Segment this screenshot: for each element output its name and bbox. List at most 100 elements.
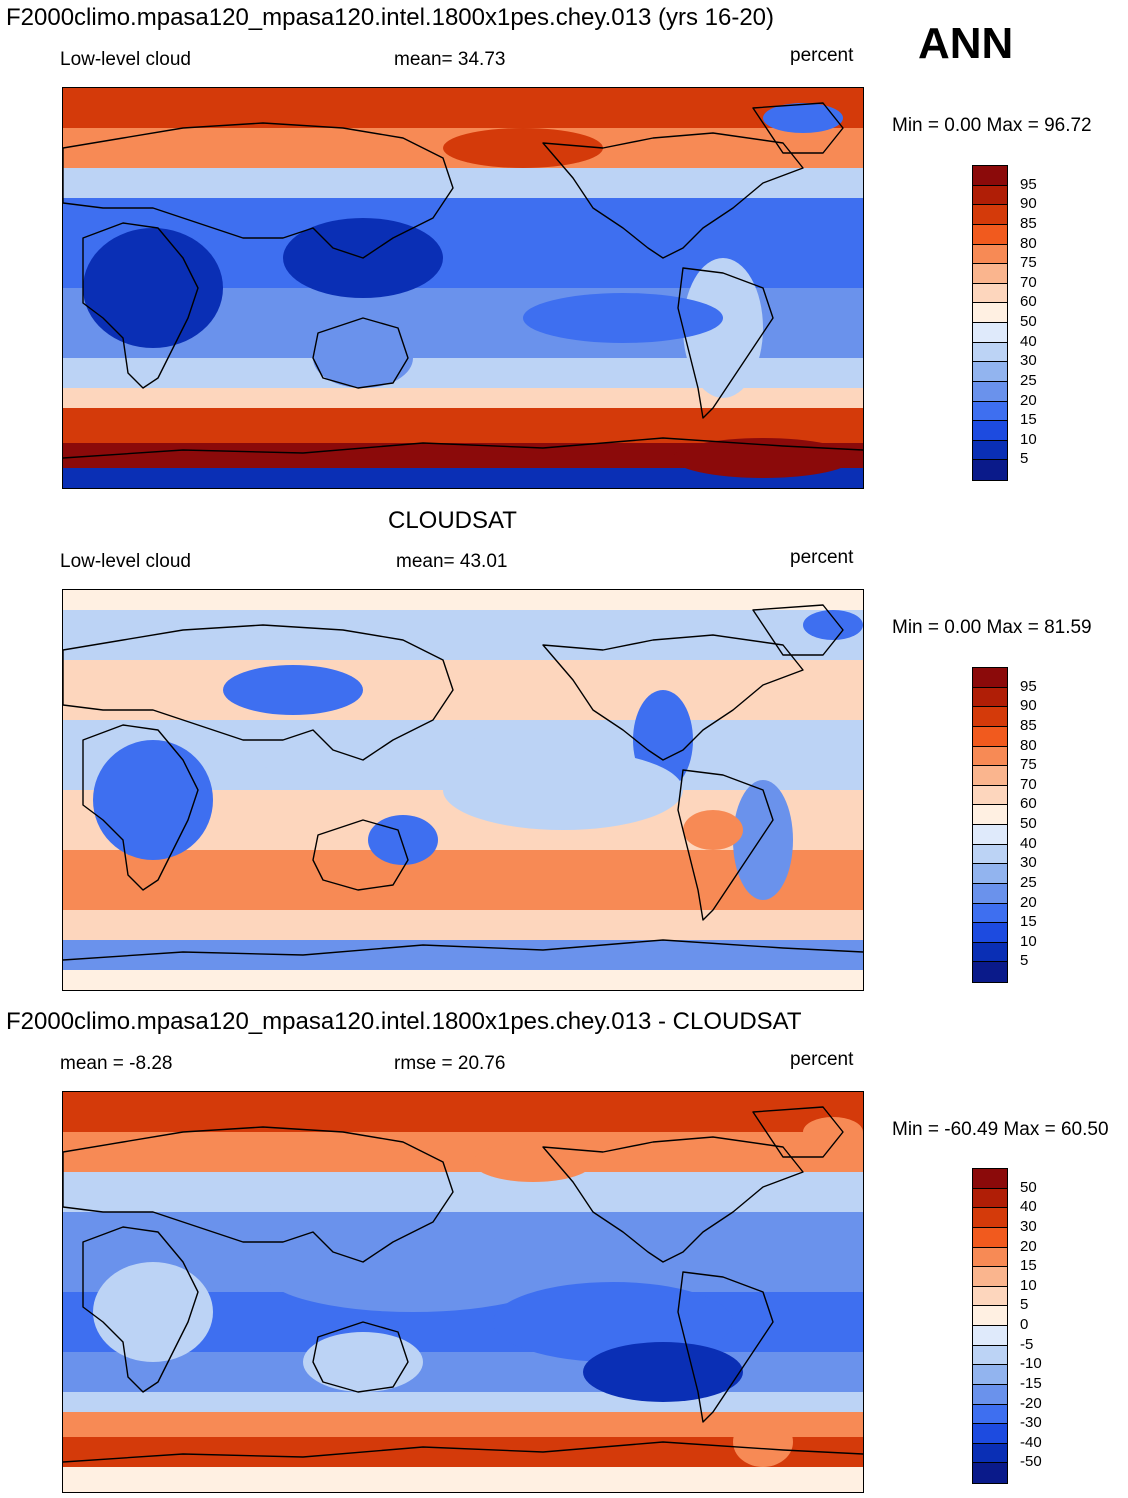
colorbar-tick-label: 30 (1020, 1217, 1037, 1235)
colorbar-swatch (973, 1247, 1007, 1268)
colorbar-swatch (973, 440, 1007, 461)
panel-3-title: F2000climo.mpasa120_mpasa120.intel.1800x… (6, 1008, 802, 1035)
coastline (312, 317, 409, 389)
panel-3-rmse-label: rmse = 20.76 (394, 1053, 506, 1074)
colorbar-swatch (973, 185, 1007, 206)
colorbar-swatch (973, 303, 1007, 323)
panel-1-title: F2000climo.mpasa120_mpasa120.intel.1800x… (6, 4, 775, 31)
colorbar-tick-label: 80 (1020, 736, 1037, 754)
colorbar-tick-label: -15 (1020, 1374, 1042, 1392)
colorbar-tick-label: 10 (1020, 430, 1037, 448)
colorbar-tick-label: 10 (1020, 1276, 1037, 1294)
colorbar-swatch (973, 1345, 1007, 1366)
colorbar-tick-label: 50 (1020, 1178, 1037, 1196)
colorbar-swatch (973, 1267, 1007, 1287)
colorbar-swatch (973, 1463, 1007, 1483)
colorbar-swatch (973, 1384, 1007, 1405)
colorbar-swatch (973, 844, 1007, 865)
coastline (63, 122, 454, 259)
colorbar-swatch (973, 362, 1007, 382)
colorbar-tick-label: 90 (1020, 195, 1037, 213)
colorbar-tick-label: 70 (1020, 775, 1037, 793)
colorbar-tick-label: 95 (1020, 175, 1037, 193)
panel-1-colorbar (972, 165, 1008, 481)
panel-1-units-label: percent (790, 45, 854, 66)
colorbar-tick-label: 75 (1020, 254, 1037, 272)
panel-3-map (62, 1091, 864, 1493)
colorbar-tick-label: 5 (1020, 952, 1029, 970)
colorbar-swatch (973, 342, 1007, 363)
coastline (677, 1271, 774, 1423)
colorbar-tick-label: 90 (1020, 697, 1037, 715)
panel-2-units-label: percent (790, 547, 854, 568)
colorbar-swatch (973, 766, 1007, 786)
colorbar-tick-label: 15 (1020, 411, 1037, 429)
coastline (752, 102, 844, 154)
colorbar-tick-label: -50 (1020, 1453, 1042, 1471)
panel-2-mean-label: mean= 43.01 (396, 551, 508, 572)
map-field (63, 590, 863, 990)
colorbar-tick-label: 50 (1020, 313, 1037, 330)
coastline (63, 1126, 454, 1263)
colorbar-swatch (973, 1227, 1007, 1248)
coastline (82, 1226, 199, 1393)
colorbar-swatch (973, 323, 1007, 343)
coastline (677, 769, 774, 921)
colorbar-swatch (973, 421, 1007, 441)
colorbar-tick-label: 20 (1020, 893, 1037, 911)
panel-1-variable-label: Low-level cloud (60, 49, 191, 70)
colorbar-swatch (973, 264, 1007, 284)
colorbar-swatch (973, 687, 1007, 708)
colorbar-tick-label: 40 (1020, 1198, 1037, 1216)
season-label: ANN (918, 19, 1014, 68)
colorbar-swatch (973, 903, 1007, 924)
coastline (82, 724, 199, 891)
colorbar-swatch (973, 1286, 1007, 1307)
coastline (63, 1441, 863, 1463)
colorbar-swatch (973, 805, 1007, 825)
colorbar-tick-label: 20 (1020, 1237, 1037, 1255)
panel-3-colorbar (972, 1168, 1008, 1484)
coastline (82, 222, 199, 389)
colorbar-swatch (973, 825, 1007, 845)
colorbar-swatch (973, 1326, 1007, 1346)
panel-2-variable-label: Low-level cloud (60, 551, 191, 572)
colorbar-tick-label: 85 (1020, 716, 1037, 734)
colorbar-tick-label: 25 (1020, 873, 1037, 891)
colorbar-tick-label: 20 (1020, 391, 1037, 409)
colorbar-swatch (973, 1306, 1007, 1326)
panel-2-map (62, 589, 864, 991)
map-field (63, 88, 863, 488)
colorbar-swatch (973, 1169, 1007, 1189)
colorbar-swatch (973, 1424, 1007, 1444)
panel-2-minmax-label: Min = 0.00 Max = 81.59 (892, 617, 1092, 638)
colorbar-tick-label: 30 (1020, 854, 1037, 872)
colorbar-swatch (973, 785, 1007, 806)
colorbar-tick-label: -10 (1020, 1355, 1042, 1373)
colorbar-swatch (973, 1365, 1007, 1385)
colorbar-tick-label: 75 (1020, 756, 1037, 774)
colorbar-tick-label: 60 (1020, 795, 1037, 813)
colorbar-swatch (973, 923, 1007, 943)
coastline (312, 1321, 409, 1393)
colorbar-swatch (973, 668, 1007, 688)
colorbar-tick-label: 50 (1020, 815, 1037, 832)
colorbar-swatch (973, 726, 1007, 747)
colorbar-tick-label: -20 (1020, 1394, 1042, 1412)
colorbar-swatch (973, 1188, 1007, 1209)
colorbar-swatch (973, 244, 1007, 265)
colorbar-tick-label: -5 (1020, 1335, 1034, 1353)
colorbar-swatch (973, 283, 1007, 304)
colorbar-tick-label: -30 (1020, 1414, 1042, 1432)
coastline (542, 132, 804, 259)
colorbar-swatch (973, 205, 1007, 225)
panel-1-mean-label: mean= 34.73 (394, 49, 506, 70)
colorbar-swatch (973, 1404, 1007, 1425)
colorbar-tick-label: 30 (1020, 352, 1037, 370)
coastline (542, 1136, 804, 1263)
panel-3-mean-label: mean = -8.28 (60, 1053, 173, 1074)
panel-3-minmax-label: Min = -60.49 Max = 60.50 (892, 1119, 1109, 1140)
colorbar-swatch (973, 707, 1007, 727)
colorbar-swatch (973, 942, 1007, 963)
coastline (677, 267, 774, 419)
